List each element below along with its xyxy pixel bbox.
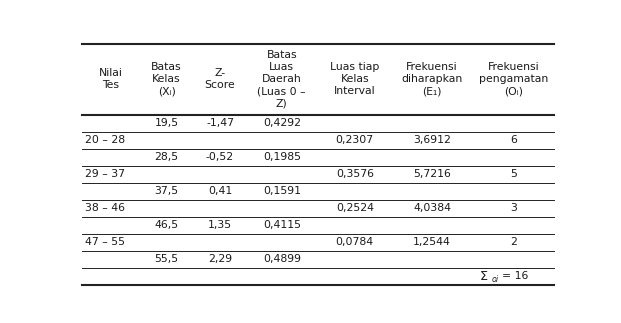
Text: 1,2544: 1,2544 (413, 237, 451, 247)
Text: 3,6912: 3,6912 (413, 135, 451, 145)
Text: 19,5: 19,5 (155, 119, 179, 129)
Text: oi: oi (491, 275, 498, 284)
Text: 3: 3 (510, 203, 517, 214)
Text: 0,4899: 0,4899 (263, 255, 301, 265)
Text: 4,0384: 4,0384 (413, 203, 451, 214)
Text: Batas
Kelas
(Xᵢ): Batas Kelas (Xᵢ) (152, 62, 182, 96)
Text: 5,7216: 5,7216 (413, 170, 451, 180)
Text: 29 – 37: 29 – 37 (85, 170, 125, 180)
Text: 0,1591: 0,1591 (263, 186, 301, 196)
Text: Frekuensi
pengamatan
(Oᵢ): Frekuensi pengamatan (Oᵢ) (479, 62, 548, 96)
Text: 38 – 46: 38 – 46 (85, 203, 125, 214)
Text: 47 – 55: 47 – 55 (85, 237, 125, 247)
Text: 46,5: 46,5 (155, 221, 179, 230)
Text: -1,47: -1,47 (206, 119, 234, 129)
Text: 37,5: 37,5 (155, 186, 179, 196)
Text: 1,35: 1,35 (208, 221, 232, 230)
Text: 20 – 28: 20 – 28 (85, 135, 125, 145)
Text: Batas
Luas
Daerah
(Luas 0 –
Z): Batas Luas Daerah (Luas 0 – Z) (258, 50, 306, 108)
Text: 55,5: 55,5 (155, 255, 179, 265)
Text: -0,52: -0,52 (206, 152, 234, 162)
Text: 5: 5 (510, 170, 517, 180)
Text: 28,5: 28,5 (155, 152, 179, 162)
Text: Z-
Score: Z- Score (205, 68, 235, 90)
Text: 0,2524: 0,2524 (336, 203, 374, 214)
Text: $\Sigma$: $\Sigma$ (479, 270, 489, 283)
Text: Nilai
Tes: Nilai Tes (99, 68, 122, 90)
Text: Frekuensi
diharapkan
(E₁): Frekuensi diharapkan (E₁) (401, 62, 463, 96)
Text: 0,0784: 0,0784 (336, 237, 374, 247)
Text: 0,4292: 0,4292 (263, 119, 301, 129)
Text: 2,29: 2,29 (208, 255, 232, 265)
Text: 0,41: 0,41 (208, 186, 232, 196)
Text: 2: 2 (510, 237, 517, 247)
Text: 0,1985: 0,1985 (263, 152, 301, 162)
Text: 0,4115: 0,4115 (263, 221, 301, 230)
Text: 0,3576: 0,3576 (336, 170, 374, 180)
Text: Luas tiap
Kelas
Interval: Luas tiap Kelas Interval (330, 62, 379, 96)
Text: = 16: = 16 (502, 271, 528, 281)
Text: 0,2307: 0,2307 (336, 135, 374, 145)
Text: 6: 6 (510, 135, 517, 145)
